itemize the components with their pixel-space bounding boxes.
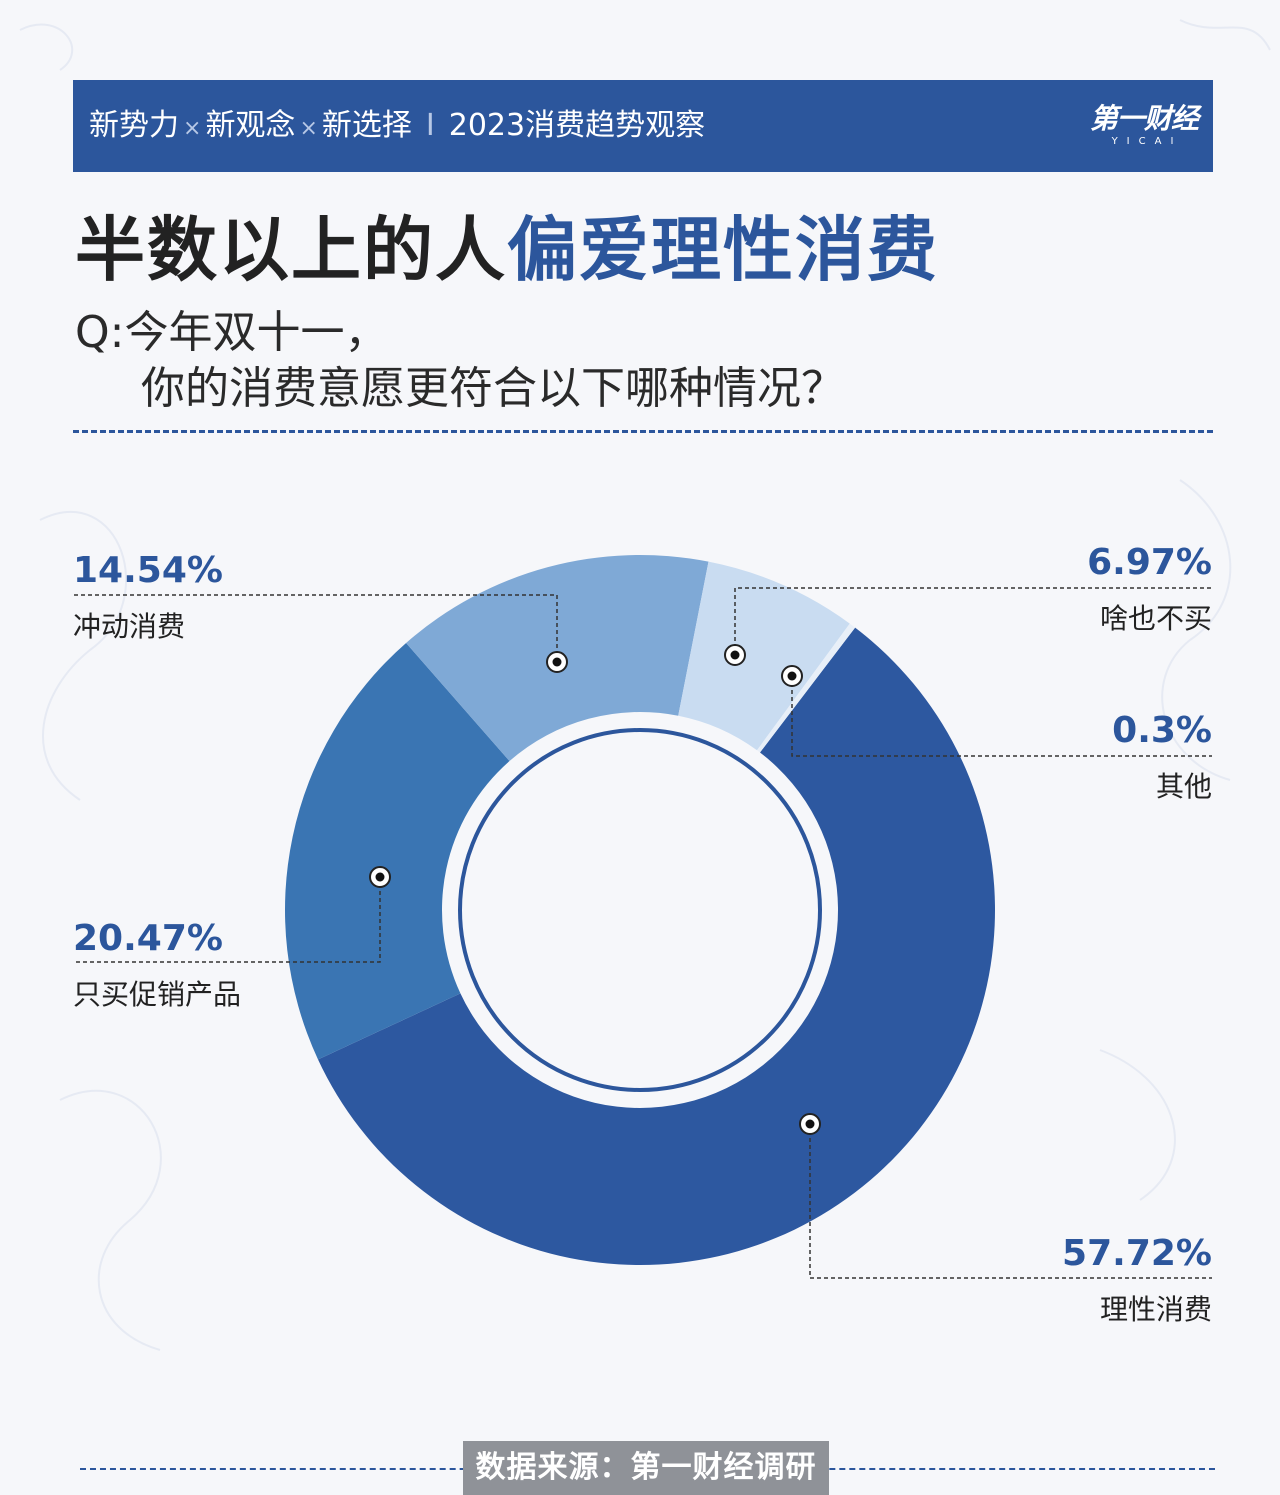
leader-other <box>791 676 1212 757</box>
marker-dot-center <box>375 872 385 882</box>
banner-topic: 2023消费趋势观察 <box>448 108 706 143</box>
chart-title: 半数以上的人偏爱理性消费 <box>75 200 939 300</box>
slice-category-label: 理性消费 <box>1099 1293 1212 1326</box>
logo-subtext: YICAI <box>1111 136 1183 147</box>
slice-other <box>756 623 856 753</box>
times-icon: × <box>299 116 318 141</box>
slice-value-label: 57.72% <box>1062 1233 1212 1274</box>
marker-dot-center <box>787 671 797 681</box>
slice-rational <box>318 627 995 1266</box>
slice-promo-only <box>285 642 510 1060</box>
banner-tag-1: 新势力 <box>89 108 179 143</box>
survey-question: Q:今年双十一， 你的消费意愿更符合以下哪种情况？ <box>75 305 845 417</box>
slice-value-label: 20.47% <box>73 918 223 959</box>
marker-dot-center <box>552 657 562 667</box>
headline-part-1: 半数以上的人 <box>75 209 507 291</box>
leader-buy-nothing <box>734 587 1212 655</box>
leader-impulse <box>73 594 558 662</box>
slice-value-label: 14.54% <box>73 550 223 591</box>
yicai-logo: 第一财经 YICAI <box>1089 102 1199 152</box>
question-line-1: Q:今年双十一， <box>75 307 389 358</box>
donut-inner-ring <box>458 728 822 1092</box>
slice-category-label: 只买促销产品 <box>73 978 242 1011</box>
logo-text: 第一财经 <box>1089 102 1199 135</box>
leader-promo-only <box>73 877 381 963</box>
times-icon: × <box>183 116 202 141</box>
banner-tag-2: 新观念 <box>205 108 296 143</box>
marker-dot-center <box>730 650 740 660</box>
slice-buy-nothing <box>678 561 850 751</box>
question-line-2: 你的消费意愿更符合以下哪种情况？ <box>141 363 845 414</box>
slice-category-label: 冲动消费 <box>73 610 186 643</box>
banner-tag-3: 新选择 <box>321 108 412 143</box>
divider-line <box>73 430 1213 433</box>
leader-rational <box>809 1124 1212 1279</box>
slice-value-label: 6.97% <box>1087 542 1212 583</box>
headline-part-2: 偏爱理性消费 <box>507 209 939 291</box>
header-banner: 新势力 × 新观念 × 新选择 I 2023消费趋势观察 第一财经 YICAI <box>73 80 1213 172</box>
banner-title: 新势力 × 新观念 × 新选择 I 2023消费趋势观察 <box>89 80 705 172</box>
slice-category-label: 其他 <box>1155 770 1212 803</box>
data-source: 数据来源：第一财经调研 <box>463 1441 829 1495</box>
slice-value-label: 0.3% <box>1112 710 1212 751</box>
banner-separator: I <box>425 108 435 143</box>
slice-category-label: 啥也不买 <box>1099 602 1212 635</box>
marker-dot-center <box>805 1119 815 1129</box>
